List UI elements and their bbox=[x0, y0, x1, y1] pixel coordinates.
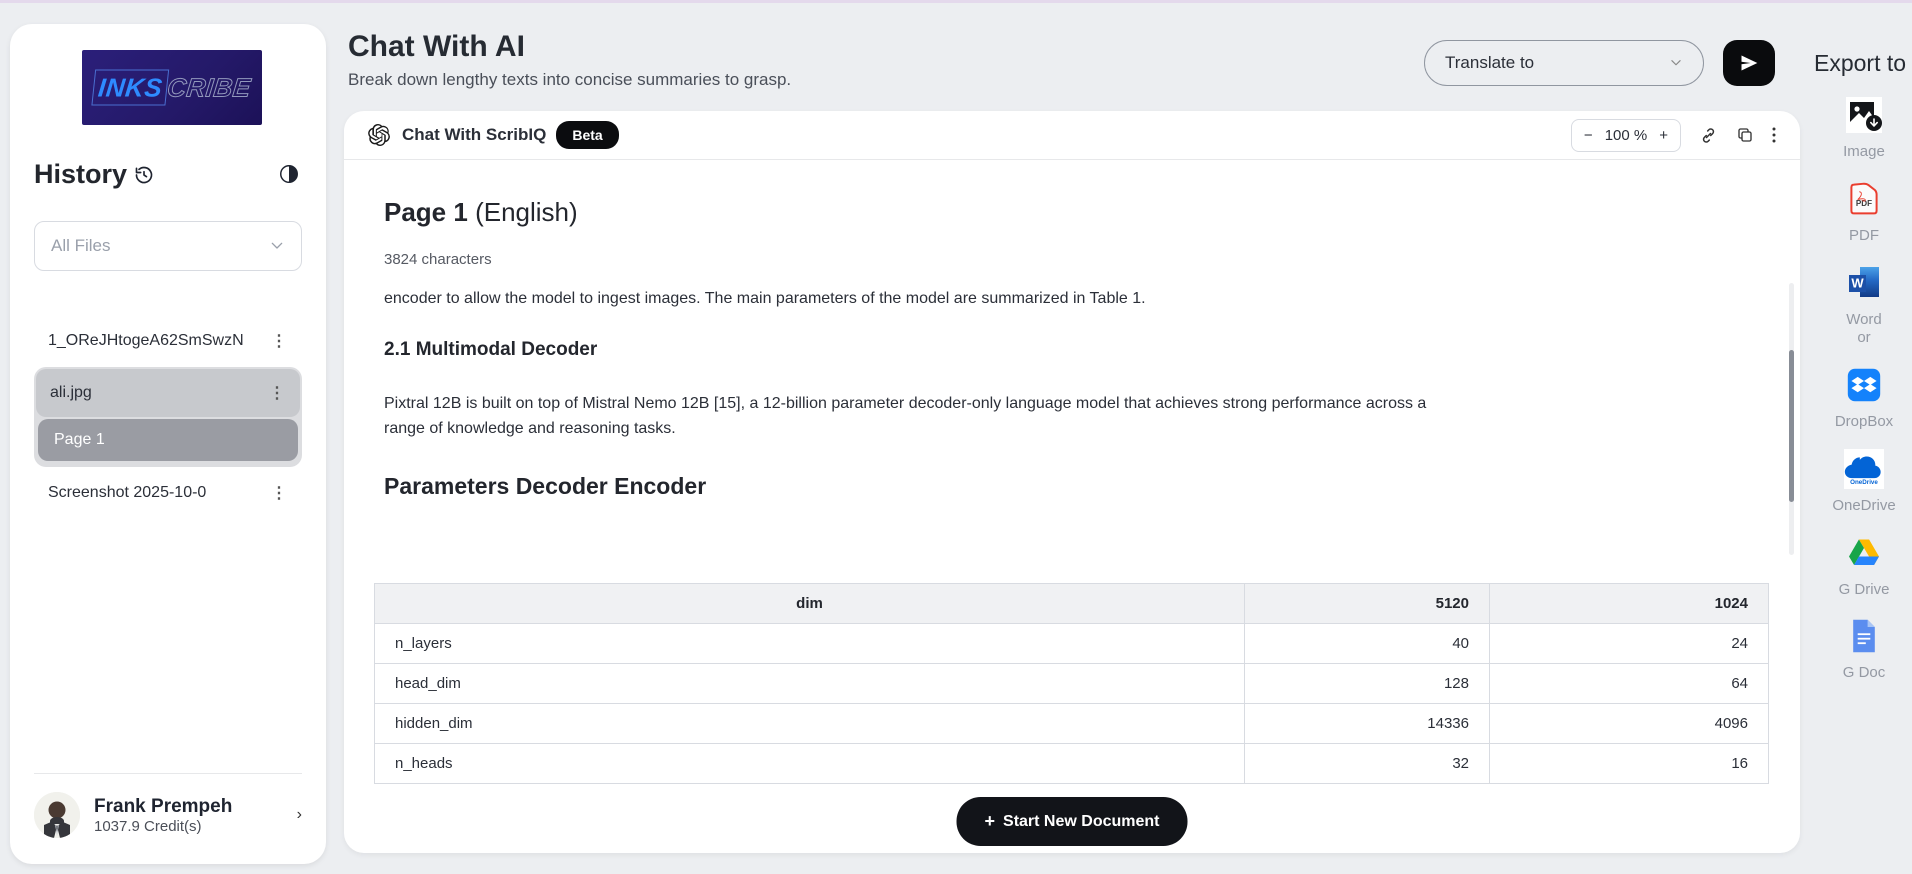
svg-text:PDF: PDF bbox=[1856, 199, 1872, 208]
svg-text:W: W bbox=[1851, 275, 1864, 290]
svg-text:OneDrive: OneDrive bbox=[1850, 479, 1878, 486]
